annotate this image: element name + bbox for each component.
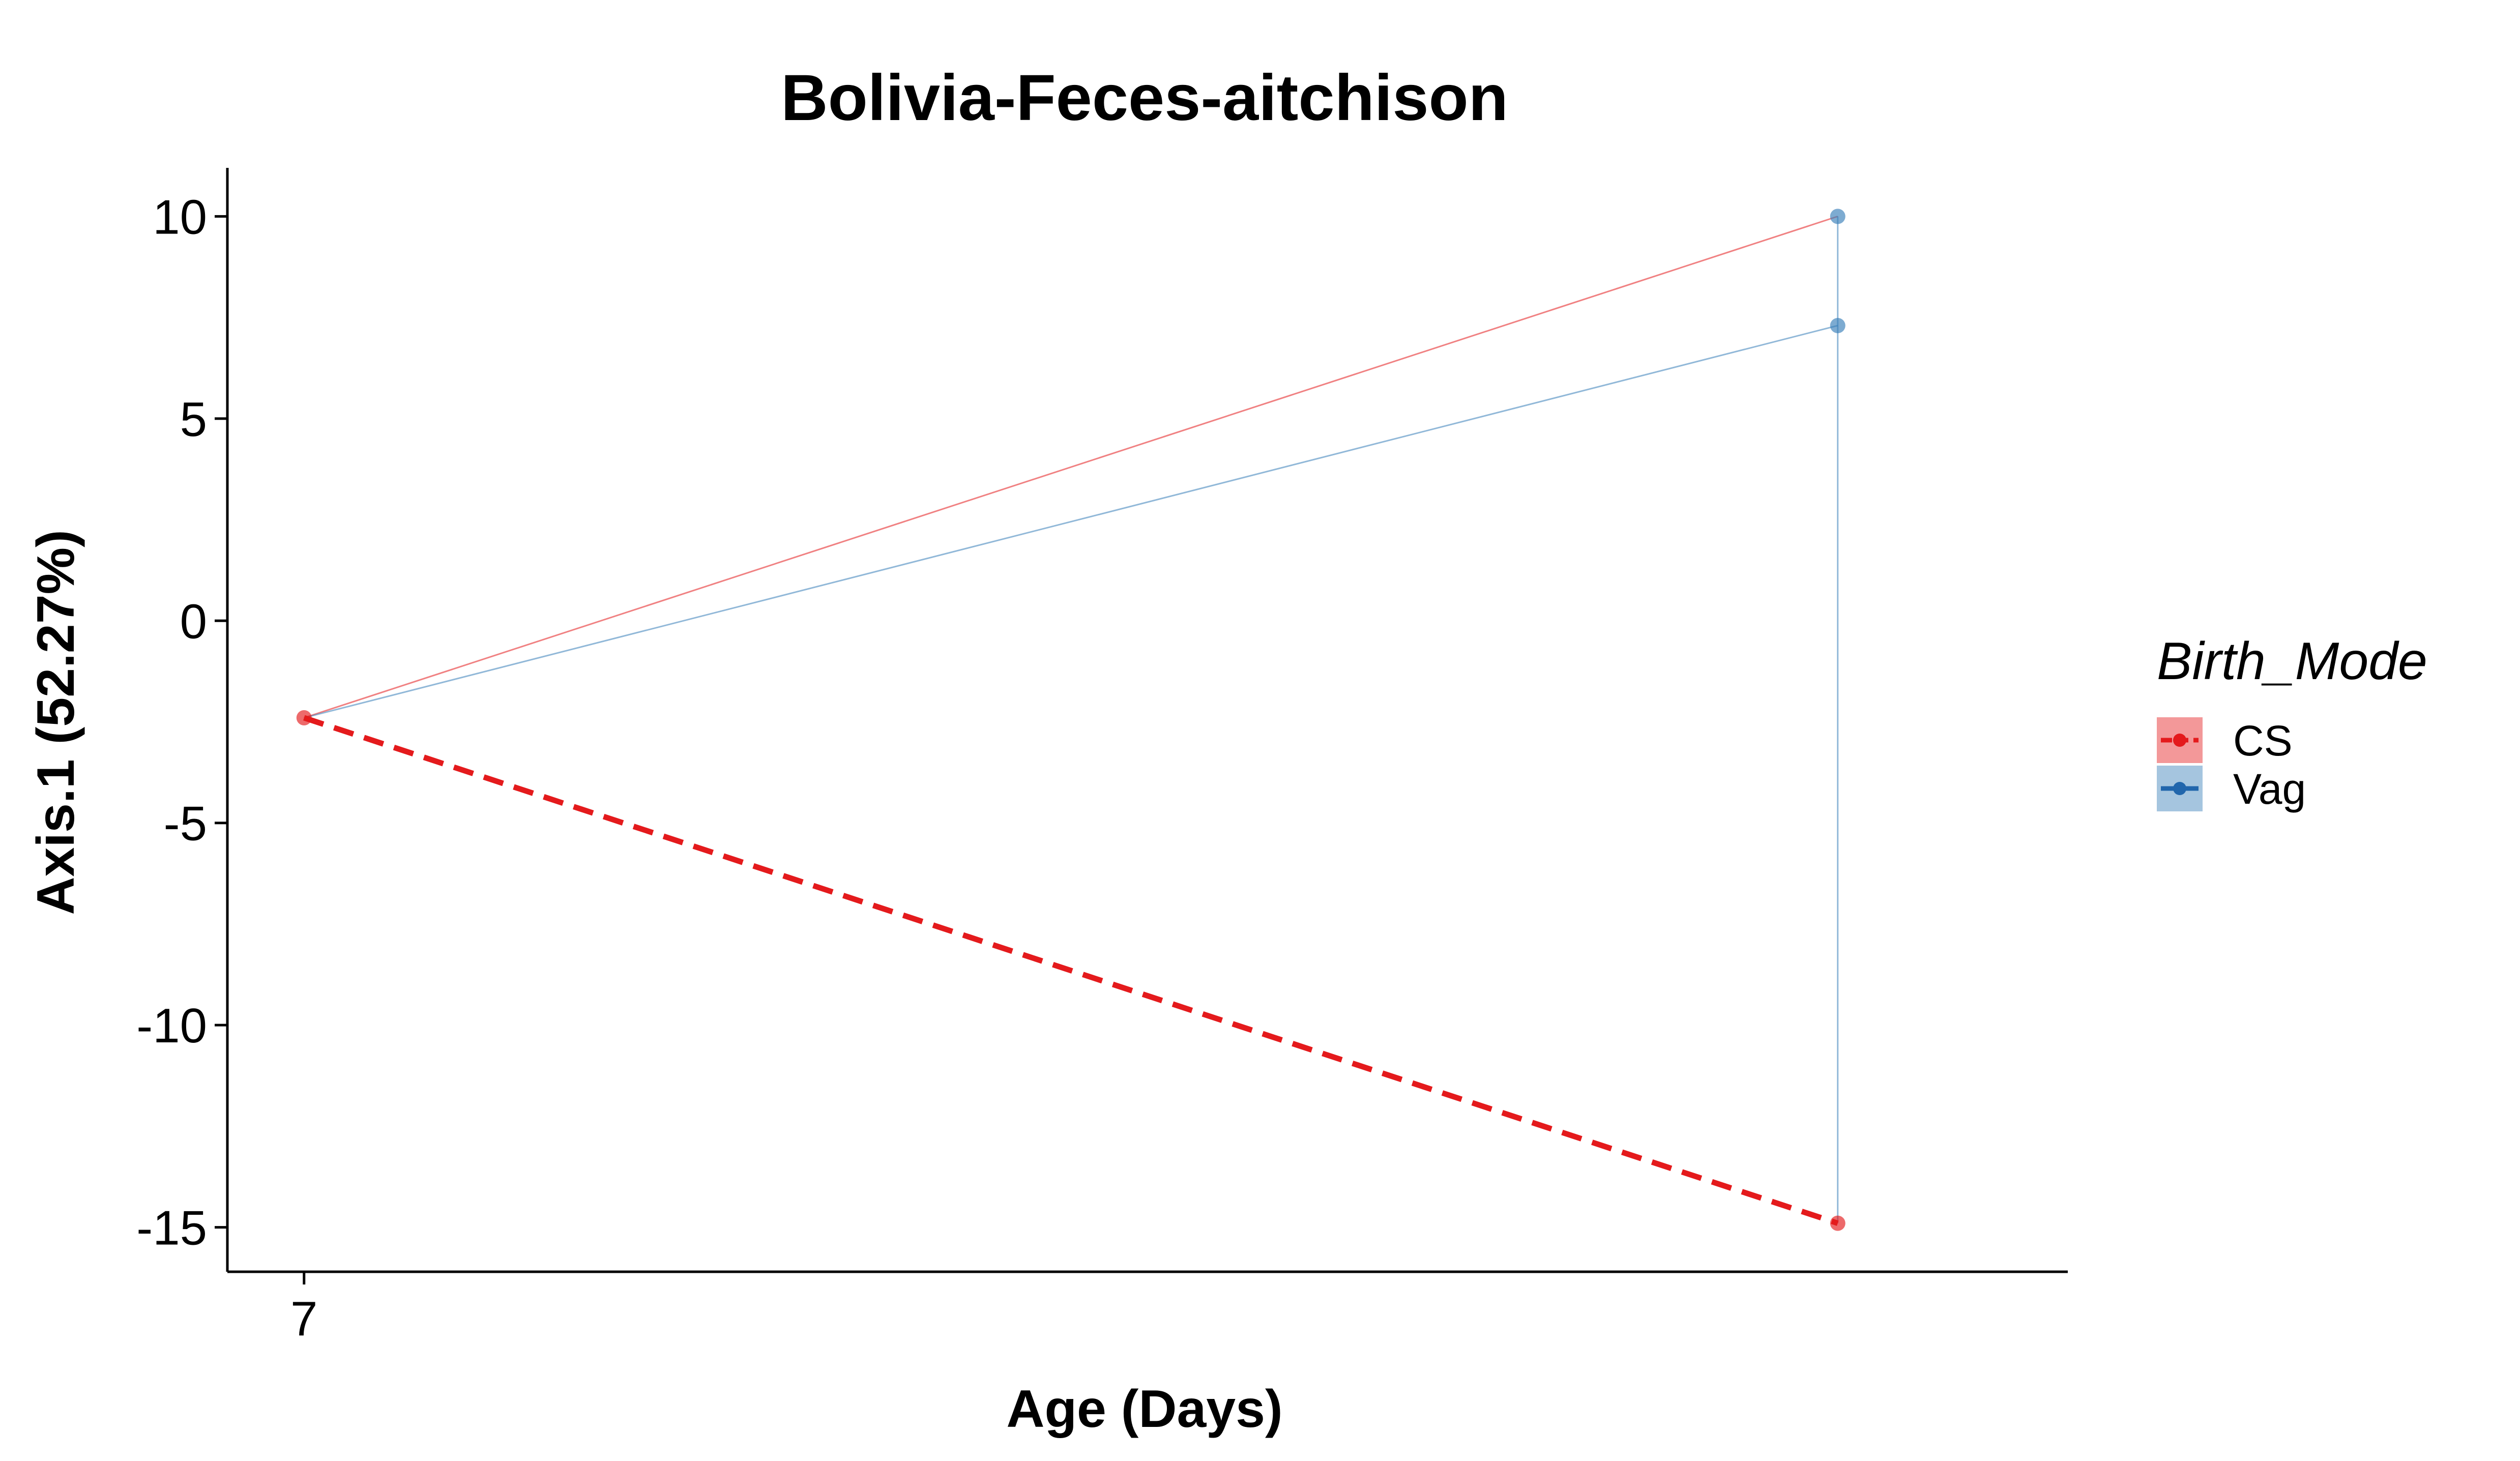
data-point-vag-3 (1830, 318, 1845, 333)
trend-line-cs (303, 715, 1839, 1226)
plot-area (296, 209, 1845, 1231)
legend-key-cs (2157, 717, 2203, 763)
y-tick-label: -10 (136, 999, 207, 1053)
connector-line-vag-1 (304, 325, 1838, 719)
legend-key-vag (2157, 766, 2203, 811)
legend: Birth_Mode CS Vag (2157, 632, 2427, 813)
legend-label-vag: Vag (2233, 765, 2306, 813)
y-tick-label: -15 (136, 1201, 207, 1255)
y-axis: 10 5 0 -5 -10 -15 (136, 190, 227, 1255)
legend-title: Birth_Mode (2157, 632, 2427, 691)
y-tick-label: 5 (180, 392, 207, 447)
data-point-vag-2 (1830, 209, 1845, 224)
y-tick-label: 0 (180, 594, 207, 649)
connector-line-cs-0 (304, 215, 1838, 719)
data-point-cs-1 (1830, 1215, 1845, 1231)
x-axis-title: Age (Days) (1006, 1380, 1282, 1439)
y-axis-title: Axis.1 (52.27%) (26, 530, 85, 915)
x-axis: 7 (290, 1272, 317, 1346)
data-point-cs-0 (296, 710, 312, 726)
legend-label-cs: CS (2233, 717, 2293, 765)
chart-title: Bolivia-Feces-aitchison (781, 62, 1508, 134)
y-tick-label: 10 (153, 190, 207, 244)
x-tick-label: 7 (290, 1292, 317, 1346)
y-tick-label: -5 (164, 797, 207, 851)
